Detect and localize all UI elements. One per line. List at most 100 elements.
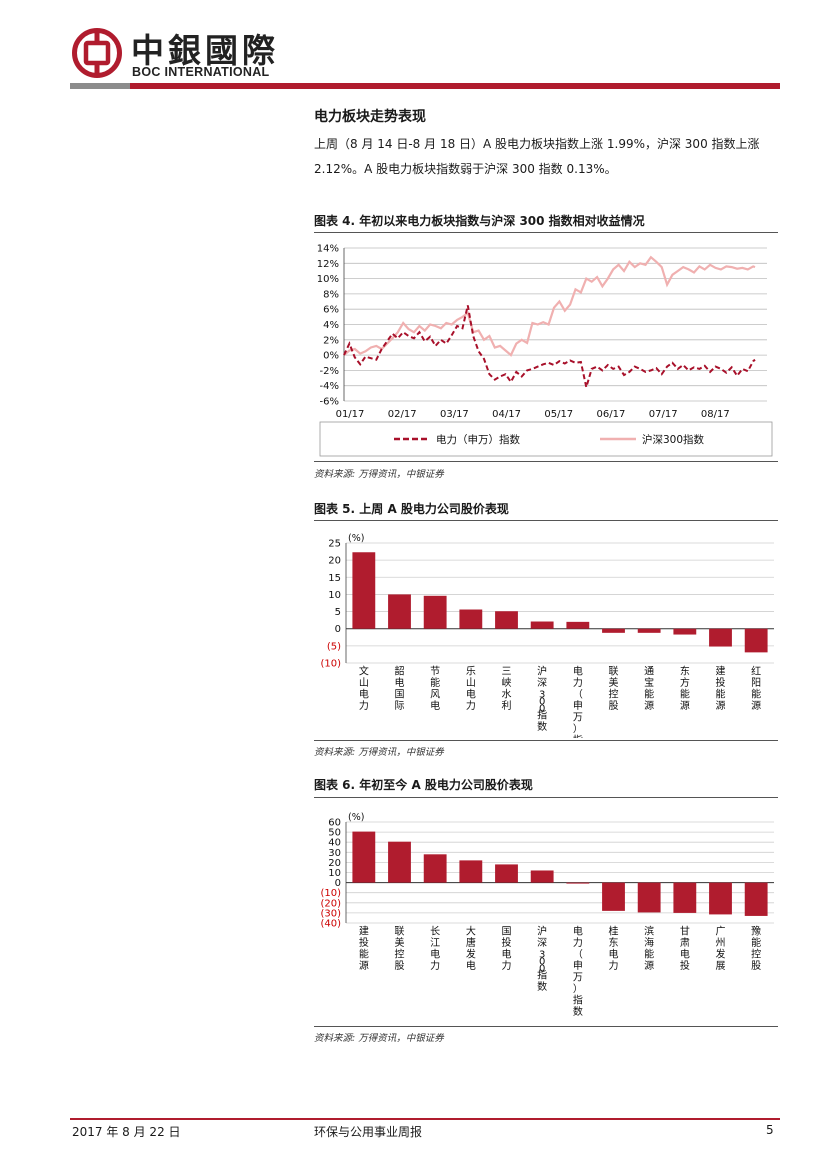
category-label: 联美控股 xyxy=(609,665,619,712)
y-tick-label: 5 xyxy=(335,607,341,618)
y-tick-label: 20 xyxy=(328,858,341,869)
x-tick-label: 08/17 xyxy=(701,409,730,420)
y-tick-label: 2% xyxy=(323,335,339,346)
bar xyxy=(566,621,590,629)
bar xyxy=(423,854,447,883)
y-tick-label: 0 xyxy=(335,878,341,889)
figure-4-bottom-rule xyxy=(314,461,778,462)
y-tick-label: 40 xyxy=(328,838,341,849)
category-label: 三峡水利 xyxy=(502,666,512,712)
y-tick-label: -2% xyxy=(320,366,339,377)
category-label: 大唐发电 xyxy=(466,924,476,972)
section-title: 电力板块走势表现 xyxy=(314,109,426,125)
x-tick-label: 03/17 xyxy=(440,409,469,420)
category-label: 乐山电力 xyxy=(466,665,476,712)
y-tick-label: 0 xyxy=(335,624,341,635)
figure-4-title-rule xyxy=(314,232,778,233)
y-tick-label: 30 xyxy=(328,848,341,859)
footer-report-title: 环保与公用事业周报 xyxy=(314,1125,423,1139)
category-label: 甘肃电投 xyxy=(680,924,690,972)
category-label: 广州发展 xyxy=(716,925,726,972)
bar xyxy=(673,882,697,913)
y-tick-label: (5) xyxy=(327,641,341,652)
bar xyxy=(566,882,590,884)
category-label: 韶电国际 xyxy=(395,664,405,712)
section-paragraph-line-1: 上周（8 月 14 日-8 月 18 日）A 股电力板块指数上涨 1.99%，沪… xyxy=(314,137,760,151)
series-line-power xyxy=(343,305,756,388)
logo-english-name: BOC INTERNATIONAL xyxy=(132,65,270,79)
bar xyxy=(423,595,447,629)
y-tick-label: 15 xyxy=(328,573,341,584)
y-tick-label: -6% xyxy=(320,397,339,408)
category-label: 东方能源 xyxy=(680,664,690,712)
bar xyxy=(530,621,554,629)
bar xyxy=(637,882,661,913)
figure-6-bottom-rule xyxy=(314,1026,778,1027)
figure-5-title-rule xyxy=(314,520,778,521)
bar xyxy=(530,870,554,883)
x-tick-label: 04/17 xyxy=(492,409,521,420)
x-tick-label: 05/17 xyxy=(544,409,573,420)
y-tick-label: 12% xyxy=(317,259,339,270)
y-axis-unit-label: (%) xyxy=(348,812,364,823)
figure-4-line-chart: 14% 12% 10% 8% 6% 4% 2% 0% -2% -4% -6% 01/17 02/17 0… xyxy=(317,244,773,457)
bar xyxy=(709,882,732,915)
category-label: 沪深 3 0 0 指数 xyxy=(537,664,547,733)
figure-5-title: 图表 5. 上周 A 股电力公司股价表现 xyxy=(314,502,509,516)
y-axis-unit-label: (%) xyxy=(348,533,364,544)
figure-5-source: 资料来源: 万得资讯，中银证券 xyxy=(314,747,444,758)
y-tick-label: 10% xyxy=(317,274,339,285)
figure-4-legend-box xyxy=(319,421,773,457)
y-tick-label: (40) xyxy=(320,919,341,930)
bar xyxy=(637,628,661,633)
figure-6-source: 资料来源: 万得资讯，中银证券 xyxy=(314,1033,444,1044)
y-tick-label: (10) xyxy=(320,888,341,899)
category-label: 长江电力 xyxy=(430,925,440,972)
category-label: 电力（申万）指数 xyxy=(573,924,583,1018)
category-label: 节能风电 xyxy=(430,665,440,712)
bar xyxy=(495,864,518,883)
category-label: 国投电力 xyxy=(502,925,512,972)
bar xyxy=(602,882,625,911)
bar xyxy=(495,611,518,629)
y-tick-label: 25 xyxy=(328,539,341,550)
legend-label-hs300: 沪深300指数 xyxy=(642,433,705,446)
figure-4-title: 图表 4. 年初以来电力板块指数与沪深 300 指数相对收益情况 xyxy=(314,214,645,228)
bar xyxy=(744,882,768,916)
footer-rule xyxy=(70,1118,780,1120)
y-tick-label: 4% xyxy=(323,320,339,331)
x-tick-label: 06/17 xyxy=(597,409,626,420)
category-label: 豫能控股 xyxy=(751,924,761,972)
figure-4-source: 资料来源: 万得资讯，中银证券 xyxy=(314,469,444,480)
category-label: 滨海能源 xyxy=(644,924,654,972)
bar xyxy=(388,841,411,883)
y-tick-label: 10 xyxy=(328,590,341,601)
category-label: 文山电力 xyxy=(359,664,369,712)
bar xyxy=(459,609,483,629)
category-label: 通宝能源 xyxy=(644,665,654,712)
x-tick-label: 01/17 xyxy=(336,409,365,420)
figure-5-bottom-rule xyxy=(314,740,778,741)
footer-page-number: 5 xyxy=(766,1123,774,1137)
x-tick-label: 02/17 xyxy=(388,409,417,420)
bar xyxy=(388,594,411,629)
figure-6-title-rule xyxy=(314,797,778,798)
boc-logo: 中銀國際 BOC INTERNATIONAL xyxy=(72,26,312,84)
section-paragraph-line-2: 2.12%。A 股电力板块指数弱于沪深 300 指数 0.13%。 xyxy=(314,162,617,176)
y-tick-label: (20) xyxy=(320,898,341,909)
header-red-bar xyxy=(130,83,780,89)
y-tick-label: 20 xyxy=(328,556,341,567)
bar xyxy=(459,860,483,883)
category-label: 电力（申万）指数 xyxy=(573,664,583,738)
y-tick-label: 50 xyxy=(328,828,341,839)
figure-5-bar-chart: 25 20 15 10 5 0 (5) (10) (%) 文山电力 韶电国际 节能风电 乐山电力 三峡水… xyxy=(320,533,774,738)
bar xyxy=(673,628,697,635)
y-tick-label: 60 xyxy=(328,818,341,829)
y-tick-label: 10 xyxy=(328,868,341,879)
y-tick-label: 8% xyxy=(323,289,339,300)
y-tick-label: (10) xyxy=(320,659,341,670)
y-tick-label: (30) xyxy=(320,908,341,919)
bar xyxy=(352,831,376,883)
series-line-hs300 xyxy=(343,255,756,357)
